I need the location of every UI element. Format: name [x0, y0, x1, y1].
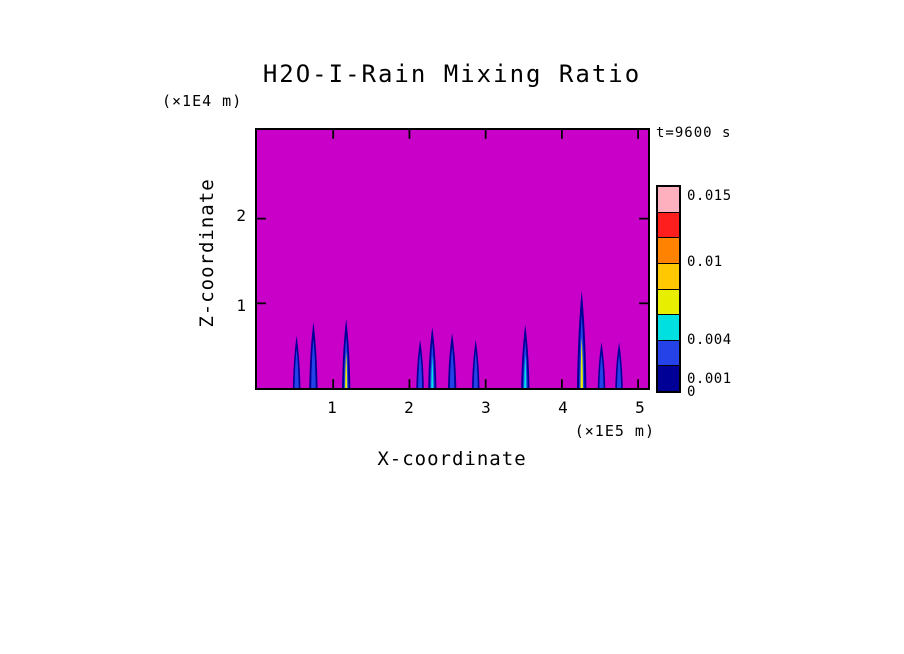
colorbar — [656, 185, 681, 393]
x-tick-label: 1 — [327, 398, 337, 417]
colorbar-tick-label: 0.015 — [687, 188, 732, 204]
x-tick-label: 4 — [558, 398, 568, 417]
x-tick-label: 2 — [404, 398, 414, 417]
x-tick-label: 3 — [481, 398, 491, 417]
x-axis-title: X-coordinate — [377, 448, 527, 470]
z-tick-label: 1 — [236, 296, 246, 315]
colorbar-tick-label: 0.01 — [687, 254, 723, 270]
colorbar-segment — [658, 262, 679, 289]
colorbar-segment — [658, 339, 679, 366]
colorbar-segment — [658, 187, 679, 212]
colorbar-tick-label: 0 — [687, 384, 696, 400]
z-tick-label: 2 — [236, 206, 246, 225]
colorbar-segment — [658, 365, 679, 391]
x-axis-unit-label: (×1E5 m) — [574, 422, 655, 440]
z-axis-title: Z-coordinate — [196, 178, 218, 328]
z-axis-unit-label: (×1E4 m) — [162, 92, 243, 110]
chart-title: H2O-I-Rain Mixing Ratio — [262, 60, 642, 88]
x-tick-label: 5 — [635, 398, 645, 417]
plot-area — [255, 128, 650, 390]
colorbar-segment — [658, 237, 679, 263]
colorbar-tick-label: 0.004 — [687, 332, 732, 348]
colorbar-segment — [658, 288, 679, 315]
time-annotation: t=9600 s — [656, 125, 732, 141]
colorbar-tick-label: 0.001 — [687, 371, 732, 387]
contour-field — [257, 130, 648, 388]
colorbar-segment — [658, 314, 679, 340]
colorbar-segment — [658, 211, 679, 238]
